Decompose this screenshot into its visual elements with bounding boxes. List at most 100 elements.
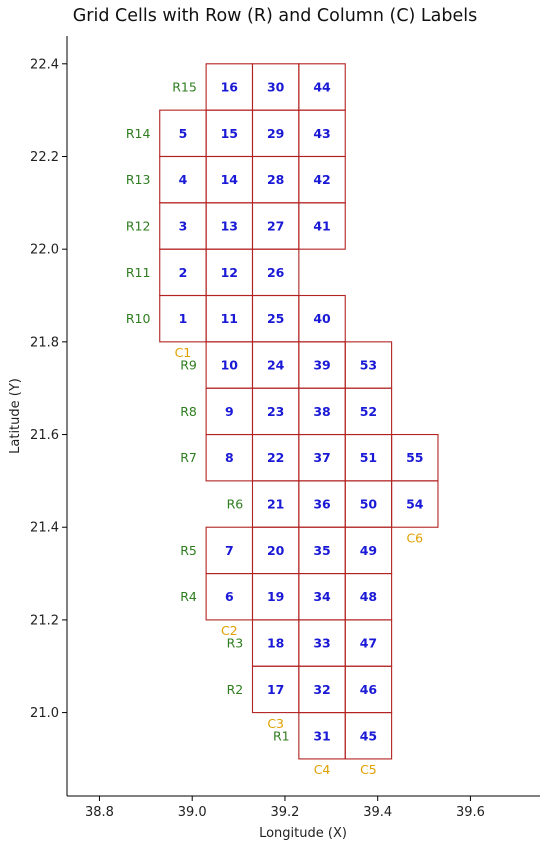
row-label: R3 <box>227 636 244 651</box>
x-ticks: 38.8 39.0 39.2 39.4 39.6 <box>85 796 485 820</box>
cell-label: 48 <box>360 589 377 604</box>
x-tick-label: 39.0 <box>178 805 207 820</box>
cell-label: 55 <box>406 450 423 465</box>
cell-label: 29 <box>267 126 284 141</box>
grid-cell <box>298 294 346 343</box>
row-label: R2 <box>227 682 244 697</box>
cell-label: 11 <box>221 311 238 326</box>
cell-label: 16 <box>221 79 239 94</box>
cell-label: 2 <box>179 265 188 280</box>
y-axis-label: Latitude (Y) <box>8 378 23 454</box>
row-label: R7 <box>180 450 197 465</box>
row-label: R15 <box>172 79 197 94</box>
cell-label: 19 <box>267 589 284 604</box>
row-label: R10 <box>126 311 151 326</box>
cell-label: 54 <box>406 497 424 512</box>
cell-label: 51 <box>360 450 377 465</box>
column-label: C3 <box>267 716 284 731</box>
cell-label: 53 <box>360 358 377 373</box>
row-label: R1 <box>273 728 290 743</box>
cell-label: 39 <box>313 358 330 373</box>
row-label: R8 <box>180 404 197 419</box>
row-label: R13 <box>126 172 151 187</box>
cell-label: 42 <box>313 172 330 187</box>
cell-label: 32 <box>313 682 330 697</box>
column-label: C5 <box>360 762 377 777</box>
y-tick-label: 21.8 <box>30 335 59 350</box>
chart-title: Grid Cells with Row (R) and Column (C) L… <box>72 6 478 26</box>
cell-label: 10 <box>221 358 239 373</box>
cell-label: 47 <box>360 636 377 651</box>
x-tick-label: 39.6 <box>456 805 485 820</box>
cell-label: 52 <box>360 404 377 419</box>
cell-label: 43 <box>313 126 330 141</box>
cell-label: 35 <box>313 543 330 558</box>
cell-label: 28 <box>267 172 284 187</box>
cell-label: 7 <box>225 543 234 558</box>
row-label: R9 <box>180 358 197 373</box>
grid-cell <box>298 63 346 111</box>
y-tick-label: 21.6 <box>30 428 59 443</box>
cell-label: 3 <box>179 219 188 234</box>
x-axis-label: Longitude (X) <box>259 826 347 841</box>
cell-label: 20 <box>267 543 285 558</box>
cell-label: 38 <box>313 404 330 419</box>
cell-label: 21 <box>267 497 284 512</box>
cell-label: 17 <box>267 682 284 697</box>
row-label: R14 <box>126 126 151 141</box>
cell-label: 18 <box>267 636 284 651</box>
cell-label: 9 <box>225 404 234 419</box>
y-tick-label: 21.4 <box>30 521 59 536</box>
cell-label: 25 <box>267 311 284 326</box>
x-tick-label: 39.4 <box>363 805 392 820</box>
cells-layer <box>159 63 439 760</box>
cell-label: 8 <box>225 450 234 465</box>
row-label: R5 <box>180 543 197 558</box>
y-ticks: 21.0 21.2 21.4 21.6 21.8 22.0 22.2 22.4 <box>30 57 67 721</box>
cell-label: 1 <box>179 311 188 326</box>
column-label: C4 <box>314 762 331 777</box>
grid-cell <box>391 433 439 482</box>
cell-label: 24 <box>267 358 285 373</box>
row-label: R6 <box>227 497 244 512</box>
cell-label: 12 <box>221 265 238 280</box>
cell-label: 45 <box>360 728 377 743</box>
cell-label: 31 <box>313 728 330 743</box>
row-label: R12 <box>126 219 151 234</box>
cell-label: 27 <box>267 219 284 234</box>
labels-layer: 1234567891011121314151617181920212223242… <box>126 79 424 777</box>
cell-label: 4 <box>179 172 188 187</box>
column-label: C1 <box>175 345 192 360</box>
cell-label: 33 <box>313 636 330 651</box>
cell-label: 34 <box>313 589 331 604</box>
cell-label: 30 <box>267 79 285 94</box>
cell-label: 23 <box>267 404 284 419</box>
row-label: R11 <box>126 265 151 280</box>
cell-label: 6 <box>225 589 234 604</box>
x-tick-label: 39.2 <box>270 805 299 820</box>
cell-label: 36 <box>313 497 331 512</box>
column-label: C2 <box>221 623 238 638</box>
y-tick-label: 22.2 <box>30 150 59 165</box>
cell-label: 46 <box>360 682 378 697</box>
y-tick-label: 22.4 <box>30 57 59 72</box>
cell-label: 41 <box>313 219 330 234</box>
cell-label: 5 <box>179 126 188 141</box>
row-label: R4 <box>180 589 197 604</box>
cell-label: 22 <box>267 450 284 465</box>
cell-label: 14 <box>221 172 239 187</box>
cell-label: 15 <box>221 126 238 141</box>
cell-label: 40 <box>313 311 331 326</box>
column-label: C6 <box>406 530 423 545</box>
cell-label: 37 <box>313 450 330 465</box>
y-tick-label: 21.2 <box>30 613 59 628</box>
cell-label: 49 <box>360 543 377 558</box>
cell-label: 44 <box>313 79 331 94</box>
y-tick-label: 22.0 <box>30 243 59 258</box>
cell-label: 13 <box>221 219 238 234</box>
cell-label: 26 <box>267 265 285 280</box>
cell-label: 50 <box>360 497 378 512</box>
x-tick-label: 38.8 <box>85 805 114 820</box>
y-tick-label: 21.0 <box>30 706 59 721</box>
